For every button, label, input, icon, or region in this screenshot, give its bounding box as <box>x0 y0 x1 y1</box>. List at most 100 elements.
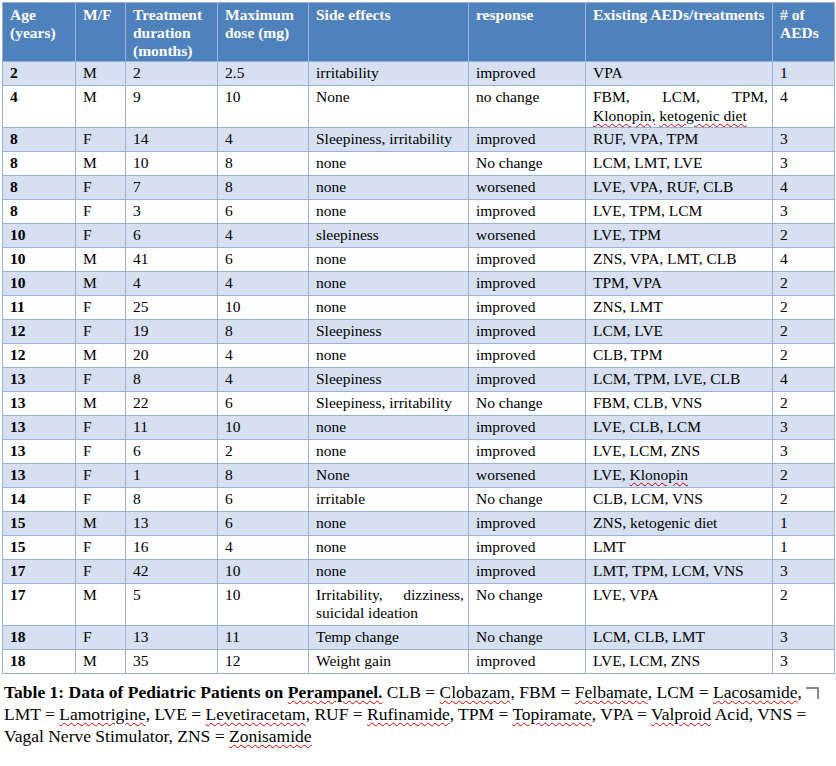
table-cell: 6 <box>218 248 309 272</box>
table-row: 13F18NoneworsenedLVE, Klonopin2 <box>3 464 835 488</box>
table-cell: 8 <box>3 152 76 176</box>
table-cell: 6 <box>126 224 218 248</box>
table-cell: M <box>76 584 126 626</box>
column-header: Age (years) <box>3 3 76 62</box>
table-cell: 19 <box>126 320 218 344</box>
table-cell: LCM, TPM, LVE, CLB <box>586 368 773 392</box>
table-cell: none <box>309 344 469 368</box>
table-cell: 8 <box>126 488 218 512</box>
misspelled-word: Klonopin, <box>593 107 655 124</box>
table-cell: 2 <box>773 320 835 344</box>
table-row: 13F84SleepinessimprovedLCM, TPM, LVE, CL… <box>3 368 835 392</box>
table-cell: 3 <box>773 560 835 584</box>
table-cell: 1 <box>773 62 835 86</box>
table-cell: CLB, LCM, VNS <box>586 488 773 512</box>
table-row: 12F198SleepinessimprovedLCM, LVE2 <box>3 320 835 344</box>
table-row: 13F62noneimprovedLVE, LCM, ZNS3 <box>3 440 835 464</box>
table-cell: M <box>76 152 126 176</box>
table-cell: irritable <box>309 488 469 512</box>
table-cell: 1 <box>126 464 218 488</box>
table-cell: 4 <box>218 368 309 392</box>
table-cell: LMT <box>586 536 773 560</box>
table-cell: F <box>76 440 126 464</box>
table-cell: 2 <box>3 62 76 86</box>
table-cell: LCM, LVE <box>586 320 773 344</box>
table-row: 17M510Irritability, dizziness, suicidal … <box>3 584 835 626</box>
table-cell: 2 <box>773 344 835 368</box>
table-cell: improved <box>469 248 586 272</box>
table-resize-handle[interactable] <box>806 687 819 699</box>
table-cell: 4 <box>218 536 309 560</box>
table-cell: No change <box>469 584 586 626</box>
misspelled-word: Lamotrigine <box>59 704 146 724</box>
misspelled-word: Lacosamide <box>713 682 798 702</box>
table-cell: improved <box>469 649 586 673</box>
table-cell: 5 <box>126 584 218 626</box>
table-cell: 41 <box>126 248 218 272</box>
table-cell: improved <box>469 320 586 344</box>
table-cell: 16 <box>126 536 218 560</box>
table-row: 18F1311Temp changeNo changeLCM, CLB, LMT… <box>3 625 835 649</box>
table-cell: 8 <box>3 176 76 200</box>
table-cell: F <box>76 560 126 584</box>
table-row: 18M3512Weight gainimprovedLVE, LCM, ZNS3 <box>3 649 835 673</box>
table-cell: 12 <box>3 320 76 344</box>
column-header: Existing AEDs/treatments <box>586 3 773 62</box>
table-cell: 9 <box>126 86 218 128</box>
table-cell: 4 <box>773 86 835 128</box>
table-cell: 2 <box>773 272 835 296</box>
table-cell: no change <box>469 86 586 128</box>
column-header: Treatment duration (months) <box>126 3 218 62</box>
table-cell: LVE, CLB, LCM <box>586 416 773 440</box>
table-cell: Irritability, dizziness, suicidal ideati… <box>309 584 469 626</box>
text-segment: , VPA = <box>592 704 651 724</box>
table-cell: 2 <box>773 224 835 248</box>
table-cell: 6 <box>218 200 309 224</box>
misspelled-word: Valproid <box>651 704 711 724</box>
table-cell: F <box>76 416 126 440</box>
table-cell: 10 <box>3 272 76 296</box>
table-cell: none <box>309 296 469 320</box>
table-cell: 3 <box>773 128 835 152</box>
table-cell: 3 <box>773 649 835 673</box>
table-cell: Sleepiness, irritability <box>309 392 469 416</box>
table-cell: 10 <box>126 152 218 176</box>
text-segment: , TPM = <box>450 704 513 724</box>
column-header: response <box>469 3 586 62</box>
table-cell: 10 <box>218 584 309 626</box>
table-cell: 13 <box>126 625 218 649</box>
misspelled-word: ketogenic diet <box>659 107 746 124</box>
table-cell: none <box>309 248 469 272</box>
table-cell: 4 <box>773 248 835 272</box>
table-cell: F <box>76 625 126 649</box>
table-row: 15F164noneimprovedLMT1 <box>3 536 835 560</box>
table-cell: 17 <box>3 560 76 584</box>
table-cell: 12 <box>218 649 309 673</box>
table-row: 13M226Sleepiness, irritabilityNo changeF… <box>3 392 835 416</box>
table-cell: F <box>76 464 126 488</box>
table-row: 4M910Noneno changeFBM, LCM, TPM, Klonopi… <box>3 86 835 128</box>
table-cell: improved <box>469 62 586 86</box>
table-cell: F <box>76 128 126 152</box>
table-cell: ZNS, LMT <box>586 296 773 320</box>
table-cell: 6 <box>218 392 309 416</box>
table-cell: FBM, CLB, VNS <box>586 392 773 416</box>
table-cell: 10 <box>3 248 76 272</box>
table-cell: LMT, TPM, LCM, VNS <box>586 560 773 584</box>
table-cell: 4 <box>218 272 309 296</box>
table-cell: 4 <box>3 86 76 128</box>
table-cell: 8 <box>3 128 76 152</box>
table-cell: F <box>76 176 126 200</box>
table-cell: TPM, VPA <box>586 272 773 296</box>
table-cell: none <box>309 176 469 200</box>
table-cell: None <box>309 464 469 488</box>
table-cell: LVE, TPM, LCM <box>586 200 773 224</box>
table-cell: 3 <box>773 416 835 440</box>
table-cell: FBM, LCM, TPM, Klonopin, ketogenic diet <box>586 86 773 128</box>
table-cell: 2 <box>126 62 218 86</box>
table-cell: LVE, VPA, RUF, CLB <box>586 176 773 200</box>
table-cell: none <box>309 152 469 176</box>
table-cell: 3 <box>773 625 835 649</box>
table-cell: 2.5 <box>218 62 309 86</box>
table-cell: 13 <box>126 512 218 536</box>
